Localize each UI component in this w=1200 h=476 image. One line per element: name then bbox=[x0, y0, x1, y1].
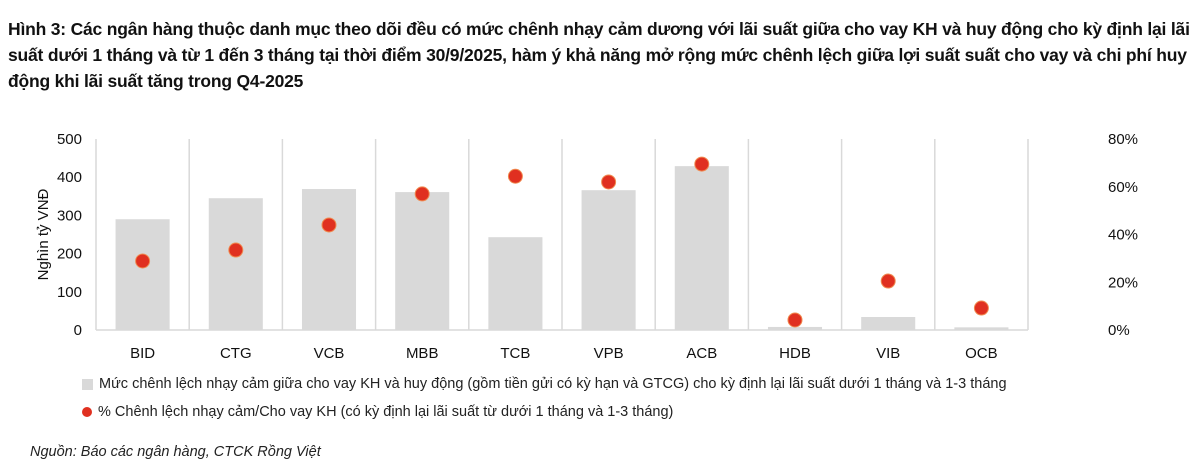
bar-ocb bbox=[954, 327, 1009, 330]
bar-hdb bbox=[767, 326, 823, 330]
legend-label-dot: % Chênh lệch nhạy cảm/Cho vay KH (có kỳ … bbox=[98, 404, 674, 420]
x-tick-label: MBB bbox=[406, 345, 439, 362]
legend-item-bar: Mức chênh lệch nhạy cảm giữa cho vay KH … bbox=[82, 376, 1007, 392]
legend-swatch-bar bbox=[82, 378, 93, 390]
x-tick-label: TCB bbox=[500, 345, 530, 362]
dot-acb bbox=[694, 156, 710, 172]
y-tick-label: 0 bbox=[74, 322, 82, 339]
x-tick-label: CTG bbox=[220, 345, 252, 362]
y-tick-label: 200 bbox=[57, 246, 82, 263]
dot-vcb bbox=[321, 217, 337, 233]
y-axis-label: Nghìn tỷ VNĐ bbox=[35, 188, 52, 280]
y2-tick-label: 0% bbox=[1108, 322, 1130, 339]
dot-vib bbox=[880, 273, 896, 289]
y-tick-label: 400 bbox=[57, 169, 82, 186]
bar-mbb bbox=[395, 192, 450, 330]
bar-vpb bbox=[581, 190, 636, 330]
bar-tcb bbox=[488, 237, 543, 330]
dot-ctg bbox=[228, 242, 244, 258]
bar-acb bbox=[674, 166, 729, 330]
dot-ocb bbox=[973, 300, 989, 316]
x-tick-label: ACB bbox=[686, 345, 717, 362]
bar-vcb bbox=[301, 189, 357, 330]
y2-tick-label: 80% bbox=[1108, 131, 1138, 148]
y-tick-label: 100 bbox=[57, 284, 82, 301]
x-tick-label: VIB bbox=[876, 345, 900, 362]
legend-item-dot: % Chênh lệch nhạy cảm/Cho vay KH (có kỳ … bbox=[82, 404, 673, 420]
y2-tick-label: 20% bbox=[1108, 274, 1138, 291]
y2-tick-label: 40% bbox=[1108, 227, 1138, 244]
dot-hdb bbox=[787, 312, 803, 328]
y-tick-label: 300 bbox=[57, 207, 82, 224]
source-note: Nguồn: Báo các ngân hàng, CTCK Rồng Việt bbox=[30, 444, 321, 460]
y-tick-label: 500 bbox=[57, 131, 82, 148]
dot-mbb bbox=[414, 186, 430, 202]
x-tick-label: BID bbox=[130, 345, 155, 362]
dot-vpb bbox=[601, 174, 617, 190]
bar-vib bbox=[861, 317, 916, 330]
bar-ctg bbox=[208, 198, 263, 330]
dot-tcb bbox=[507, 168, 523, 184]
x-tick-label: HDB bbox=[779, 345, 811, 362]
dot-bid bbox=[135, 253, 151, 269]
legend-label-bar: Mức chênh lệch nhạy cảm giữa cho vay KH … bbox=[99, 376, 1007, 392]
y2-tick-label: 60% bbox=[1108, 179, 1138, 196]
chart-title: Hình 3: Các ngân hàng thuộc danh mục the… bbox=[8, 19, 1190, 91]
bar-bid bbox=[115, 219, 170, 330]
legend-swatch-dot bbox=[82, 407, 92, 417]
x-tick-label: VPB bbox=[594, 345, 624, 362]
x-tick-label: VCB bbox=[314, 345, 345, 362]
x-tick-label: OCB bbox=[965, 345, 998, 362]
